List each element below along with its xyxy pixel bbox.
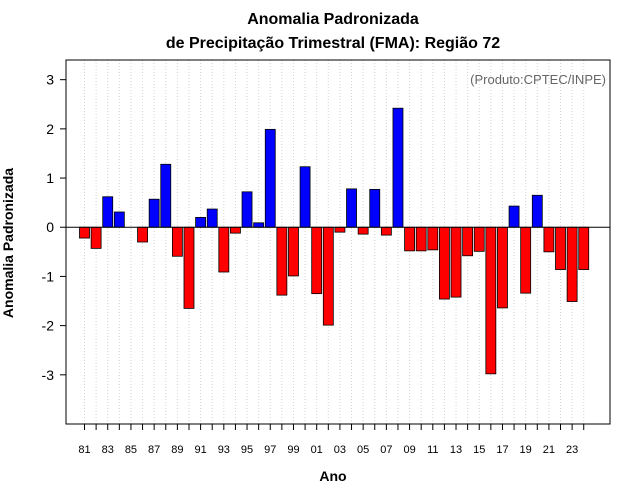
y-axis: -3 -2 -1 0 1 2 3 [42, 72, 66, 383]
y-tick-label: 2 [46, 121, 54, 137]
bar-2002 [322, 226, 334, 326]
bar-2001 [311, 226, 323, 295]
x-tick-label: 11 [427, 444, 438, 456]
x-tick-label: 05 [357, 444, 369, 456]
bars [79, 107, 590, 375]
x-tick-label: 93 [218, 444, 230, 456]
bar-1987 [148, 198, 160, 228]
x-tick-label: 81 [78, 444, 90, 456]
bar-1983 [102, 196, 114, 228]
bar-1999 [288, 226, 299, 277]
bar-2012 [439, 226, 450, 300]
x-tick-label: 89 [171, 444, 183, 456]
x-tick-label: 91 [194, 444, 206, 456]
bar-1984 [113, 211, 125, 228]
bar-1982 [90, 226, 102, 249]
bar-1996 [253, 222, 265, 228]
x-tick-label: 83 [102, 444, 114, 456]
x-tick-label: 99 [287, 444, 299, 456]
x-axis: 81 83 85 87 89 91 93 95 97 99 01 03 05 07 09 11 13 15 17 19… [78, 424, 585, 456]
x-tick-label: 85 [125, 444, 137, 456]
plot-frame [65, 59, 611, 425]
x-tick-label: 87 [148, 444, 160, 456]
x-tick-label: 09 [403, 444, 415, 456]
y-tick-label: 0 [46, 219, 54, 235]
bar-2007 [380, 226, 392, 236]
bar-1989 [171, 226, 183, 257]
y-tick-label: 3 [46, 72, 54, 88]
x-tick-label: 01 [311, 444, 323, 456]
x-tick-label: 23 [566, 444, 578, 456]
bar-1990 [183, 226, 195, 309]
bar-2008 [392, 107, 404, 228]
bar-2015 [473, 226, 485, 252]
x-tick-label: 19 [520, 444, 532, 456]
x-tick-label: 13 [450, 444, 462, 456]
x-tick-label: 97 [264, 444, 276, 456]
bar-1994 [230, 226, 241, 234]
bar-2010 [415, 226, 427, 252]
x-tick-label: 17 [496, 444, 508, 456]
bar-2021 [543, 226, 555, 253]
y-tick-label: -2 [42, 318, 55, 334]
x-tick-label: 07 [380, 444, 392, 456]
bar-1993 [218, 226, 230, 273]
bar-2005 [357, 226, 369, 235]
chart-title-line1: Anomalia Padronizada [247, 11, 419, 28]
bar-1995 [241, 191, 253, 228]
bar-1986 [137, 226, 148, 243]
bar-2004 [346, 188, 357, 228]
bar-2020 [531, 194, 543, 228]
chart-title-line2: de Precipitação Trimestral (FMA): Região… [166, 35, 500, 52]
bar-2011 [427, 226, 439, 251]
y-tick-label: 1 [46, 170, 54, 186]
bar-2016 [485, 226, 497, 375]
x-tick-label: 21 [543, 444, 555, 456]
bar-2017 [497, 226, 508, 309]
bar-2000 [299, 166, 311, 228]
bar-2013 [450, 226, 462, 298]
x-tick-label: 03 [334, 444, 346, 456]
bar-2024 [578, 226, 590, 270]
x-tick-label: 15 [473, 444, 485, 456]
y-axis-title: Anomalia Padronizada [0, 168, 16, 318]
bar-2023 [566, 226, 578, 302]
bar-2003 [334, 226, 346, 233]
bar-2022 [555, 226, 566, 270]
bar-2009 [404, 226, 415, 252]
source-annotation: (Produto:CPTEC/INPE) [470, 72, 606, 87]
bar-2014 [462, 226, 474, 257]
bar-1991 [195, 217, 207, 228]
bar-2006 [369, 188, 381, 228]
bar-2019 [520, 226, 532, 294]
y-tick-label: -3 [42, 367, 55, 383]
bar-1997 [264, 128, 276, 228]
bar-1988 [160, 163, 172, 228]
x-tick-label: 95 [241, 444, 253, 456]
x-axis-title: Ano [319, 468, 346, 484]
bar-1992 [206, 208, 218, 228]
bar-1981 [79, 226, 90, 239]
bar-1998 [276, 226, 288, 296]
y-tick-label: -1 [42, 268, 55, 284]
bar-2018 [508, 205, 520, 228]
gridlines [84, 60, 585, 424]
